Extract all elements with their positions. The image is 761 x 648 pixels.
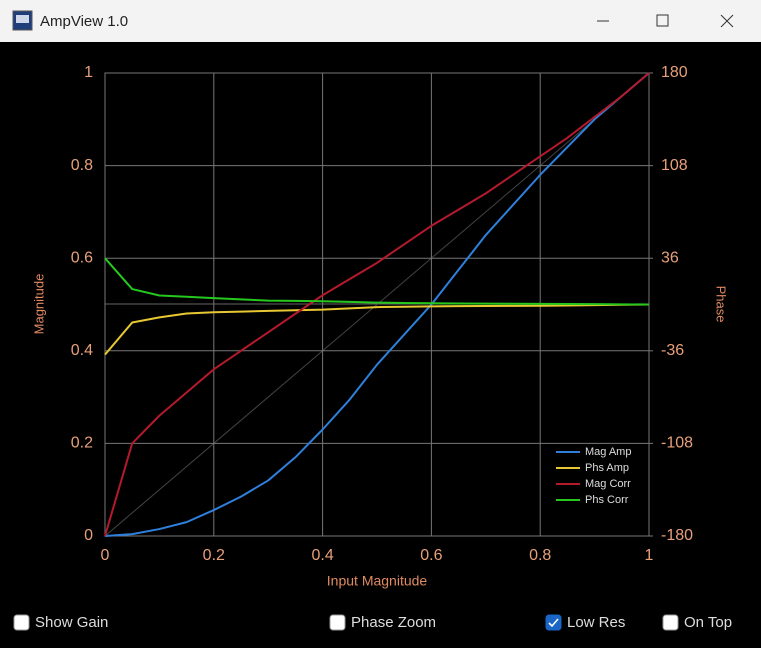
y-tick-label: 0.8 [71,157,93,174]
checkbox[interactable] [329,614,346,631]
y-tick-label: 0 [84,527,93,544]
legend-label: Mag Amp [585,446,631,458]
checkbox[interactable] [13,614,30,631]
checkbox[interactable] [545,614,562,631]
app-icon-screen [16,15,29,23]
series-line [104,257,650,306]
y-tick-label: 1 [84,64,93,81]
checkbox-label[interactable]: Phase Zoom [351,614,436,631]
y2-tick-label: 36 [661,249,679,266]
x-tick-label: 1 [645,547,654,564]
legend-label: Mag Corr [585,478,631,490]
checkbox[interactable] [662,614,679,631]
series-line [104,303,650,356]
y2-tick-label: 108 [661,157,688,174]
legend-label: Phs Corr [585,494,629,506]
checkbox-label[interactable]: Show Gain [35,614,108,631]
x-tick-label: 0 [101,547,110,564]
series-line [104,72,650,537]
y2-axis-label: Phase [714,286,729,323]
y2-tick-label: -108 [661,435,693,452]
y-tick-label: 0.4 [71,342,93,359]
checkbox-label[interactable]: On Top [684,614,732,631]
checkbox-check [548,618,559,628]
series-line [104,72,650,537]
y-tick-label: 0.2 [71,435,93,452]
maximize-button[interactable] [656,14,669,27]
y-axis-label: Magnitude [31,274,46,335]
unity-reference-line [104,72,650,537]
y2-tick-label: -180 [661,527,693,544]
x-tick-label: 0.8 [529,547,551,564]
title-bar [0,0,761,42]
legend-label: Phs Amp [585,462,629,474]
checkbox-label[interactable]: Low Res [567,614,625,631]
y2-tick-label: 180 [661,64,688,81]
x-axis-label: Input Magnitude [327,573,428,589]
close-button[interactable] [720,14,734,28]
window-title: AmpView 1.0 [40,13,128,30]
y-tick-label: 0.6 [71,249,93,266]
x-tick-label: 0.4 [311,547,333,564]
y2-tick-label: -36 [661,342,684,359]
x-tick-label: 0.6 [420,547,442,564]
x-tick-label: 0.2 [203,547,225,564]
